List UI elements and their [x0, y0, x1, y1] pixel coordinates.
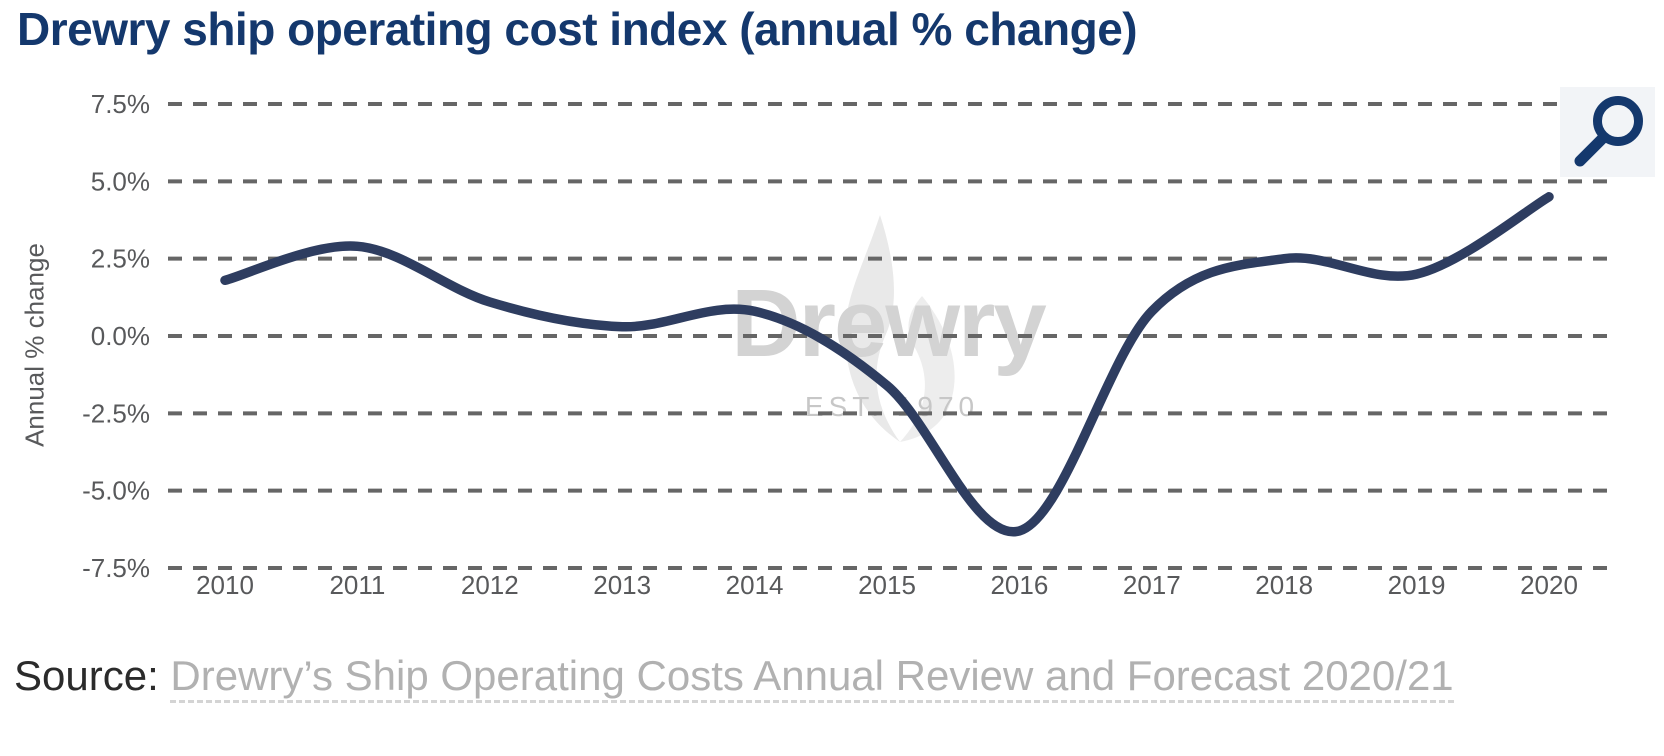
y-tick-label: 5.0% [91, 166, 150, 196]
line-chart: Drewry EST. 1970 7.5% 5.0% 2.5% 0.0% -2.5% -5… [19, 87, 1655, 600]
page-title: Drewry ship operating cost index (annual… [17, 3, 1138, 55]
x-tick-label: 2010 [196, 570, 254, 600]
x-tick-label: 2011 [329, 570, 385, 600]
y-tick-label: -2.5% [82, 398, 150, 428]
watermark-est-text: EST. 1970 [804, 391, 980, 422]
source: Source: Drewry’s Ship Operating Costs An… [14, 652, 1454, 703]
y-tick-label: 7.5% [91, 89, 150, 119]
source-label: Source: [14, 652, 159, 699]
x-tick-label: 2014 [726, 570, 784, 600]
x-tick-label: 2020 [1520, 570, 1578, 600]
x-tick-label: 2012 [461, 570, 519, 600]
x-tick-label: 2019 [1388, 570, 1446, 600]
y-tick-label: -7.5% [82, 553, 150, 583]
x-tick-label: 2016 [990, 570, 1048, 600]
x-tick-label: 2017 [1123, 570, 1181, 600]
source-link[interactable]: Drewry’s Ship Operating Costs Annual Rev… [170, 652, 1454, 703]
y-axis-title: Annual % change [19, 243, 50, 447]
x-tick-label: 2015 [858, 570, 916, 600]
y-tick-label: -5.0% [82, 476, 150, 506]
zoom-button[interactable] [1560, 87, 1655, 177]
x-tick-label: 2013 [593, 570, 651, 600]
x-tick-label: 2018 [1255, 570, 1313, 600]
y-tick-label: 0.0% [91, 321, 150, 351]
magnifier-icon [1574, 96, 1643, 167]
y-tick-label: 2.5% [91, 244, 150, 274]
watermark-drewry-text: Drewry [731, 270, 1046, 377]
